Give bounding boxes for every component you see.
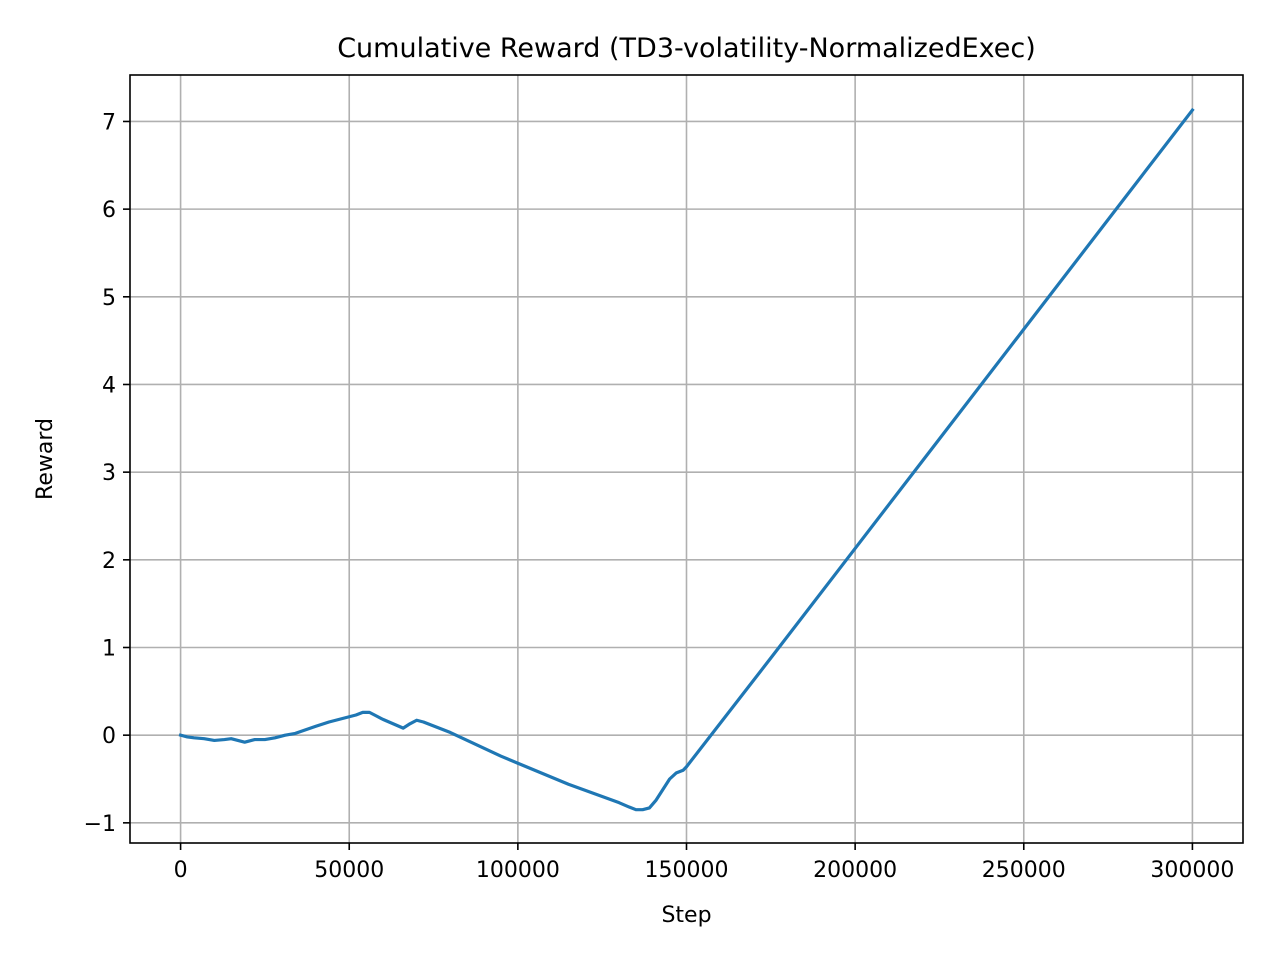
y-tick-label: 2 bbox=[102, 549, 116, 574]
x-tick-label: 250000 bbox=[982, 858, 1066, 883]
grid bbox=[130, 75, 1243, 843]
y-tick-label: 7 bbox=[102, 110, 116, 135]
y-axis-label: Reward bbox=[33, 418, 58, 500]
y-tick-label: 0 bbox=[102, 724, 116, 749]
y-tick-label: −1 bbox=[84, 812, 116, 837]
y-tick-label: 5 bbox=[102, 286, 116, 311]
ticks: 0 50000 100000 150000 200000 250000 300000 −1 0 1… bbox=[84, 110, 1235, 883]
x-tick-label: 300000 bbox=[1150, 858, 1234, 883]
x-axis-label: Step bbox=[661, 903, 711, 928]
x-tick-label: 150000 bbox=[645, 858, 729, 883]
y-tick-label: 3 bbox=[102, 461, 116, 486]
x-tick-label: 50000 bbox=[314, 858, 384, 883]
y-tick-label: 4 bbox=[102, 373, 116, 398]
x-tick-label: 100000 bbox=[476, 858, 560, 883]
y-tick-label: 6 bbox=[102, 198, 116, 223]
series-layer bbox=[178, 107, 1195, 812]
x-tick-label: 0 bbox=[174, 858, 188, 883]
x-tick-label: 200000 bbox=[813, 858, 897, 883]
series-line bbox=[178, 107, 1195, 812]
y-tick-label: 1 bbox=[102, 636, 116, 661]
chart-title: Cumulative Reward (TD3-volatility-Normal… bbox=[337, 33, 1036, 64]
